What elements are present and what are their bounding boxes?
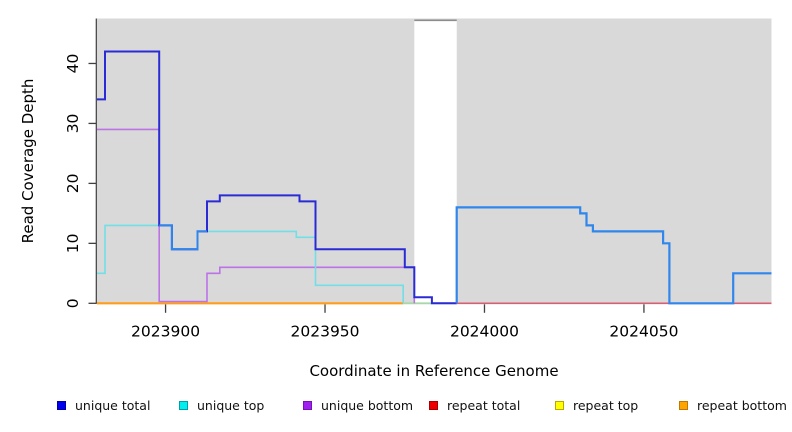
series-line-unique-total-right-overlap (455, 206, 772, 305)
y-tick-label: 30 (64, 114, 82, 134)
legend: unique total unique top unique bottom repea… (0, 397, 792, 415)
legend-label: unique top (197, 397, 265, 413)
legend-swatch-icon (555, 400, 564, 410)
legend-swatch-icon (57, 400, 66, 410)
y-axis-label: Read Coverage Depth (19, 78, 37, 244)
x-axis-label-text: Coordinate in Reference Genome (309, 362, 559, 380)
legend-label: repeat top (573, 397, 639, 413)
legend-item: unique total (57, 397, 150, 413)
legend-item: repeat total (429, 397, 520, 413)
series-line-unique-overlap-left (159, 224, 207, 251)
no-data-gap (414, 20, 457, 304)
legend-label: repeat total (447, 397, 521, 413)
legend-label: repeat bottom (697, 397, 787, 413)
legend-swatch-icon (303, 400, 312, 410)
x-tick-label: 2023900 (131, 322, 200, 340)
x-axis-label: Coordinate in Reference Genome (0, 362, 792, 380)
series-line-unique-total-line (97, 50, 457, 305)
legend-item: repeat bottom (679, 397, 787, 413)
y-tick-label: 40 (64, 54, 82, 74)
legend-label: unique total (75, 397, 151, 413)
legend-label: unique bottom (321, 397, 414, 413)
legend-swatch-icon (179, 400, 188, 410)
legend-item: repeat top (555, 397, 638, 413)
x-tick-label: 2024000 (450, 322, 519, 340)
legend-item: unique bottom (303, 397, 413, 413)
x-tick-label: 2023950 (291, 322, 360, 340)
legend-swatch-icon (429, 400, 438, 410)
legend-item: unique top (179, 397, 264, 413)
x-tick-label: 2024050 (609, 322, 678, 340)
legend-swatch-icon (679, 400, 688, 410)
y-tick-label: 10 (64, 233, 82, 253)
y-tick-label: 20 (64, 174, 82, 194)
y-tick-label: 0 (64, 298, 82, 308)
